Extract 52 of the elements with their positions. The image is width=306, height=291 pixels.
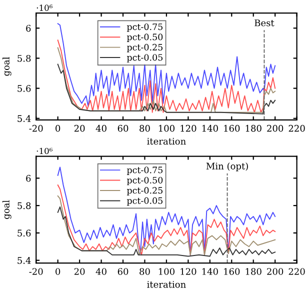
y-tick-label: 5.6 [18, 230, 31, 236]
y-axis-title: goal [2, 57, 12, 76]
text: ·10⁶ [36, 4, 52, 11]
x-tick-label: 220 [288, 268, 305, 275]
legend-label: pct-0.25 [126, 187, 162, 196]
x-tick-label: 160 [224, 268, 240, 275]
y-tick-label: 6 [26, 174, 31, 182]
y-axis-title: goal [2, 200, 12, 219]
x-tick-label: 180 [246, 124, 262, 132]
x-tick-label: 0 [56, 268, 60, 275]
x-tick-label: 40 [96, 268, 106, 275]
x-tick-label: 100 [158, 268, 174, 275]
ref-line-label: Min (opt) [206, 162, 248, 172]
x-tick-label: 140 [202, 124, 218, 132]
line-series [57, 206, 276, 257]
legend-label: pct-0.25 [126, 44, 162, 52]
y-tick-label: 6 [26, 24, 31, 32]
x-tick-label: 80 [140, 124, 150, 132]
legend-label: pct-0.50 [126, 176, 163, 186]
x-tick-label: 0 [56, 124, 60, 132]
x-tick-label: 80 [140, 268, 150, 275]
x-tick-label: 40 [96, 124, 106, 132]
x-tick-label: -20 [29, 124, 43, 132]
line-series [57, 64, 276, 114]
y-tick-label: 5.4 [18, 115, 31, 122]
y-tick-label: 5.8 [18, 54, 31, 62]
x-tick-label: 120 [180, 268, 196, 275]
y-tick-label: 5.4 [18, 257, 31, 264]
x-tick-label: 160 [224, 124, 240, 132]
x-tick-label: 220 [288, 124, 305, 132]
y-tick-label: 5.8 [18, 202, 31, 210]
x-tick-label: 100 [158, 124, 174, 132]
legend-label: pct-0.50 [126, 34, 163, 42]
x-tick-label: 60 [118, 124, 128, 132]
legend-label: pct-0.05 [126, 54, 162, 62]
y-tick-label: 5.6 [18, 85, 31, 92]
ref-line-label: Best [254, 20, 274, 26]
x-tick-label: 180 [246, 268, 262, 275]
legend-label: pct-0.75 [126, 23, 162, 32]
x-tick-label: 120 [180, 124, 196, 132]
x-tick-label: 20 [74, 268, 85, 275]
x-tick-label: -20 [29, 268, 43, 275]
x-tick-label: 60 [118, 268, 128, 275]
x-tick-label: 20 [74, 124, 85, 132]
text: ·10⁶ [36, 148, 52, 154]
x-axis-title: iteration [147, 138, 186, 145]
legend-label: pct-0.05 [126, 197, 162, 206]
x-tick-label: 200 [267, 268, 284, 275]
x-tick-label: 200 [267, 124, 284, 132]
x-axis-title: iteration [147, 281, 186, 288]
x-tick-label: 140 [202, 268, 218, 275]
legend-label: pct-0.75 [126, 166, 162, 175]
